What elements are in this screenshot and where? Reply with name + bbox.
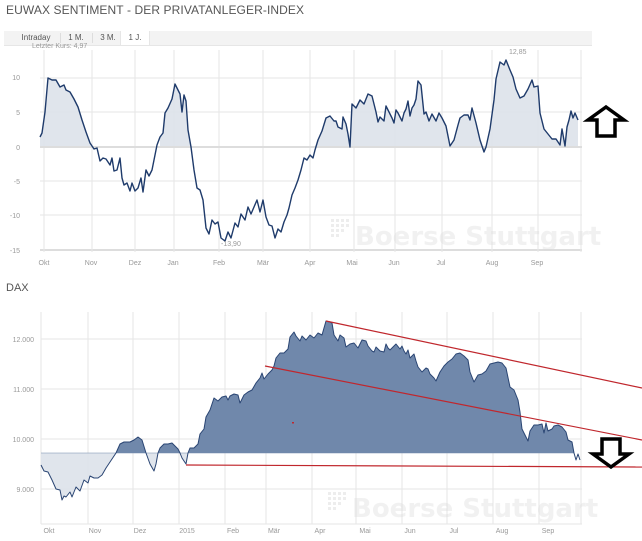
svg-text:Apr: Apr bbox=[305, 260, 317, 267]
svg-text:Jun: Jun bbox=[404, 528, 415, 535]
gridlines bbox=[40, 312, 582, 525]
y-axis-labels: 10 5 0 -5 -10 -15 bbox=[10, 75, 20, 255]
watermark-logo: Boerse Stuttgart bbox=[331, 219, 601, 252]
sentiment-line bbox=[39, 59, 579, 242]
dax-area-above bbox=[116, 321, 574, 453]
svg-text:Mär: Mär bbox=[268, 528, 281, 535]
svg-text:Jul: Jul bbox=[437, 260, 446, 267]
svg-text:5: 5 bbox=[16, 110, 20, 117]
svg-text:Nov: Nov bbox=[89, 528, 102, 535]
tab-intraday[interactable]: Intraday bbox=[21, 33, 51, 42]
svg-text:-15: -15 bbox=[10, 248, 20, 255]
dax-line bbox=[40, 320, 581, 501]
trendline-middle bbox=[264, 365, 642, 441]
sentiment-chart: Boerse Stuttgart 12,85 -13,90 10 5 0 -5 … bbox=[10, 49, 630, 267]
svg-text:Sep: Sep bbox=[542, 528, 555, 535]
page-title: EUWAX SENTIMENT - DER PRIVATANLEGER-INDE… bbox=[6, 3, 305, 17]
min-label: -13,90 bbox=[221, 241, 241, 248]
svg-text:Feb: Feb bbox=[227, 528, 239, 535]
svg-text:-10: -10 bbox=[10, 213, 20, 220]
svg-text:Aug: Aug bbox=[496, 528, 509, 535]
tab-1m[interactable]: 1 M. bbox=[68, 33, 84, 42]
svg-text:Sep: Sep bbox=[531, 260, 544, 267]
svg-text:Feb: Feb bbox=[213, 260, 225, 267]
max-label: 12,85 bbox=[509, 49, 527, 56]
svg-text:Boerse Stuttgart: Boerse Stuttgart bbox=[355, 222, 601, 252]
svg-text:Aug: Aug bbox=[486, 260, 499, 267]
svg-text:Dez: Dez bbox=[134, 528, 147, 535]
svg-text:Dez: Dez bbox=[129, 260, 142, 267]
marker-dot bbox=[292, 422, 294, 424]
trendline-support bbox=[185, 464, 642, 468]
up-arrow-icon bbox=[582, 104, 630, 138]
watermark-logo: Boerse Stuttgart bbox=[328, 492, 598, 524]
svg-text:Nov: Nov bbox=[85, 260, 98, 267]
svg-text:Boerse Stuttgart: Boerse Stuttgart bbox=[352, 494, 598, 524]
svg-text:Mai: Mai bbox=[359, 528, 371, 535]
svg-text:Jul: Jul bbox=[450, 528, 459, 535]
tab-separator bbox=[60, 33, 61, 43]
down-arrow-icon bbox=[587, 437, 635, 470]
svg-text:12.000: 12.000 bbox=[13, 337, 35, 344]
x-axis-labels: Okt Nov Dez Jan Feb Mär Apr Mai Jun Jul … bbox=[39, 260, 544, 267]
dax-area-below bbox=[41, 453, 188, 500]
svg-text:9.000: 9.000 bbox=[16, 487, 34, 494]
tab-separator bbox=[92, 33, 93, 43]
tab-1j[interactable]: 1 J. bbox=[120, 31, 150, 45]
svg-text:0: 0 bbox=[16, 145, 20, 152]
tab-3m[interactable]: 3 M. bbox=[100, 33, 116, 42]
svg-text:Jun: Jun bbox=[388, 260, 399, 267]
svg-text:Okt: Okt bbox=[44, 528, 55, 535]
svg-text:10.000: 10.000 bbox=[13, 437, 35, 444]
svg-text:Mai: Mai bbox=[346, 260, 358, 267]
last-price-label: Letzter Kurs: 4,97 bbox=[32, 43, 88, 50]
period-tabs: Intraday 1 M. 3 M. 1 J. bbox=[4, 31, 592, 46]
svg-text:Apr: Apr bbox=[315, 528, 327, 535]
svg-text:10: 10 bbox=[12, 75, 20, 82]
x-axis-labels: Okt Nov Dez 2015 Feb Mär Apr Mai Jun Jul… bbox=[44, 528, 555, 535]
y-axis-labels: 12.000 11.000 10.000 9.000 bbox=[13, 337, 35, 494]
svg-text:-5: -5 bbox=[14, 179, 20, 186]
sentiment-area bbox=[40, 60, 578, 152]
svg-text:Okt: Okt bbox=[39, 260, 50, 267]
dax-title: DAX bbox=[6, 282, 29, 294]
svg-text:Mär: Mär bbox=[257, 260, 270, 267]
svg-text:Jan: Jan bbox=[167, 260, 178, 267]
svg-text:11.000: 11.000 bbox=[13, 387, 34, 394]
svg-text:2015: 2015 bbox=[179, 528, 195, 535]
trendline-upper bbox=[325, 320, 642, 389]
trendlines bbox=[185, 320, 642, 468]
